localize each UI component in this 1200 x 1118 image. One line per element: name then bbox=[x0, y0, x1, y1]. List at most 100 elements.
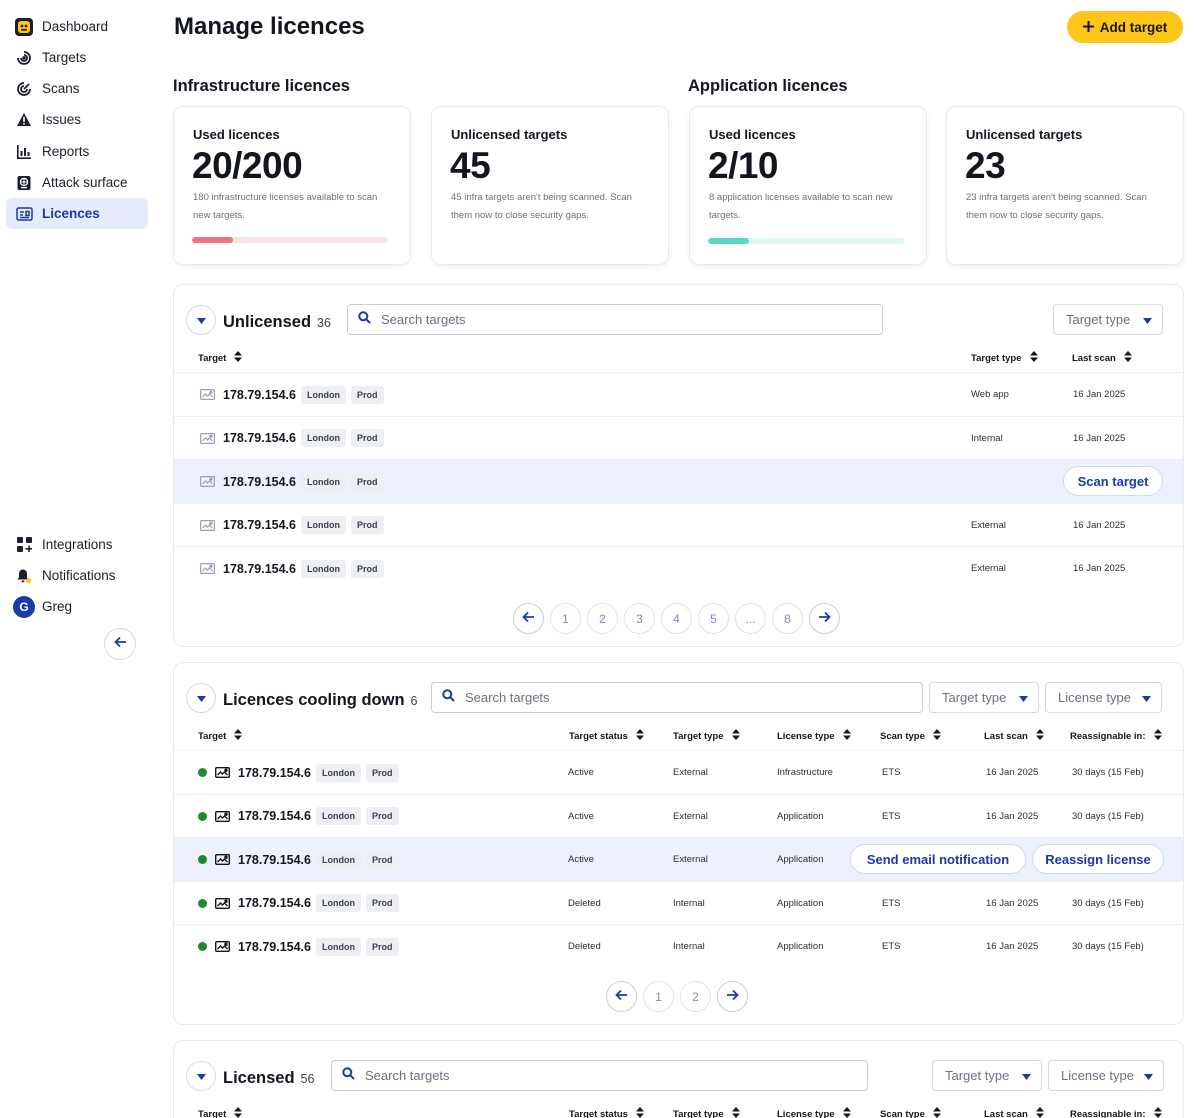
page-button[interactable]: 3 bbox=[624, 603, 655, 634]
page-button[interactable]: 1 bbox=[550, 603, 581, 634]
search-input[interactable] bbox=[381, 312, 781, 327]
reassign-license-button[interactable]: Reassign license bbox=[1032, 844, 1164, 875]
page-button[interactable]: 2 bbox=[680, 981, 711, 1012]
sidebar-item-targets[interactable]: Targets bbox=[6, 42, 148, 73]
page-button[interactable]: 8 bbox=[772, 603, 803, 634]
sidebar-item-notifications[interactable]: Notifications bbox=[6, 560, 148, 591]
column-header-license-type[interactable]: License type bbox=[777, 729, 851, 743]
collapse-toggle-button[interactable] bbox=[186, 305, 216, 335]
search-field[interactable] bbox=[331, 1060, 868, 1091]
sidebar-item-integrations[interactable]: Integrations bbox=[6, 529, 148, 560]
table-row[interactable]: 178.79.154.6 London Prod External 16 Jan 202… bbox=[174, 546, 1183, 590]
dropdown-label: Target type bbox=[1066, 312, 1131, 327]
target-type-dropdown[interactable]: Target type bbox=[932, 1060, 1042, 1091]
column-header-reassignable[interactable]: Reassignable in: bbox=[1070, 729, 1162, 743]
target-ip[interactable]: 178.79.154.6 bbox=[223, 561, 296, 576]
column-header-target-type[interactable]: Target type bbox=[673, 729, 740, 743]
column-header-target-type[interactable]: Target type bbox=[673, 1107, 740, 1118]
target-ip[interactable]: 178.79.154.6 bbox=[238, 939, 311, 954]
column-header-last-scan[interactable]: Last scan bbox=[984, 1107, 1044, 1118]
target-ip[interactable]: 178.79.154.6 bbox=[223, 387, 296, 402]
application-heading: Application licences bbox=[688, 77, 848, 95]
sidebar-item-label: Targets bbox=[42, 50, 87, 65]
target-image-icon bbox=[200, 389, 215, 400]
search-input[interactable] bbox=[465, 690, 865, 705]
column-header-scan-type[interactable]: Scan type bbox=[880, 729, 941, 743]
page-title: Manage licences bbox=[174, 13, 365, 40]
target-type-dropdown[interactable]: Target type bbox=[1053, 304, 1163, 335]
collapse-sidebar-button[interactable] bbox=[104, 628, 136, 660]
column-header-last-scan[interactable]: Last scan bbox=[984, 729, 1044, 743]
last-scan-cell: 16 Jan 2025 bbox=[1073, 432, 1126, 444]
target-ip[interactable]: 178.79.154.6 bbox=[223, 431, 296, 446]
license-type-dropdown[interactable]: License type bbox=[1048, 1060, 1164, 1091]
sidebar-item-licences[interactable]: Licences bbox=[6, 198, 148, 229]
table-row[interactable]: 178.79.154.6 London Prod Active External Appl… bbox=[174, 837, 1183, 882]
target-icon bbox=[6, 50, 42, 66]
add-target-button[interactable]: Add target bbox=[1067, 11, 1183, 43]
column-header-license-type[interactable]: License type bbox=[777, 1107, 851, 1118]
sidebar-item-dashboard[interactable]: Dashboard bbox=[6, 11, 148, 42]
column-header-target-status[interactable]: Target status bbox=[569, 729, 644, 743]
search-field[interactable] bbox=[431, 682, 923, 713]
column-header-scan-type[interactable]: Scan type bbox=[880, 1107, 941, 1118]
target-cell: 178.79.154.6 London Prod bbox=[198, 795, 399, 838]
sidebar-item-issues[interactable]: Issues bbox=[6, 104, 148, 135]
target-type-dropdown[interactable]: Target type bbox=[929, 682, 1039, 713]
license-type-cell: Application bbox=[777, 897, 824, 909]
column-header-target[interactable]: Target bbox=[198, 729, 243, 743]
target-ip[interactable]: 178.79.154.6 bbox=[238, 852, 311, 867]
page-button[interactable]: 1 bbox=[643, 981, 674, 1012]
target-image-icon bbox=[200, 519, 215, 531]
sidebar-item-reports[interactable]: Reports bbox=[6, 136, 148, 167]
license-type-dropdown[interactable]: License type bbox=[1045, 682, 1162, 713]
sidebar: Dashboard Targets Scans Issues Reports A… bbox=[0, 0, 160, 1118]
prev-page-button[interactable] bbox=[513, 603, 544, 634]
table-row[interactable]: 178.79.154.6 London Prod Internal 16 Jan 202… bbox=[174, 415, 1183, 460]
target-cell: 178.79.154.6 London Prod bbox=[198, 838, 399, 881]
next-page-button[interactable] bbox=[717, 981, 748, 1012]
target-ip[interactable]: 178.79.154.6 bbox=[238, 809, 311, 824]
card-description: 8 application licenses available to scan… bbox=[709, 192, 893, 221]
caret-down-icon bbox=[1144, 1068, 1153, 1083]
table-row[interactable]: 178.79.154.6 London Prod Deleted Internal App… bbox=[174, 924, 1183, 968]
table-row[interactable]: 178.79.154.6 London Prod Deleted Internal App… bbox=[174, 880, 1183, 925]
column-header-target-type[interactable]: Target type bbox=[971, 351, 1038, 365]
target-ip[interactable]: 178.79.154.6 bbox=[238, 765, 311, 780]
search-field[interactable] bbox=[347, 304, 883, 335]
sort-icon bbox=[1029, 351, 1038, 365]
target-type-cell: External bbox=[971, 519, 1006, 531]
search-input[interactable] bbox=[365, 1068, 765, 1083]
collapse-toggle-button[interactable] bbox=[186, 1061, 216, 1091]
table-row[interactable]: 178.79.154.6 London Prod Scan target bbox=[174, 459, 1183, 504]
last-scan-cell: 16 Jan 2025 bbox=[986, 897, 1039, 909]
prev-page-button[interactable] bbox=[606, 981, 637, 1012]
table-row[interactable]: 178.79.154.6 London Prod Active External Infr… bbox=[174, 750, 1183, 794]
sidebar-item-scans[interactable]: Scans bbox=[6, 73, 148, 104]
table-row[interactable]: 178.79.154.6 London Prod Active External Appl… bbox=[174, 793, 1183, 838]
column-header-target-status[interactable]: Target status bbox=[569, 1107, 644, 1118]
sort-icon bbox=[234, 1107, 243, 1118]
column-header-target[interactable]: Target bbox=[198, 351, 243, 365]
column-header-reassignable[interactable]: Reassignable in: bbox=[1070, 1107, 1162, 1118]
page-button[interactable]: 2 bbox=[587, 603, 618, 634]
sidebar-item-attack-surface[interactable]: Attack surface bbox=[6, 167, 148, 198]
column-header-last-scan[interactable]: Last scan bbox=[1072, 351, 1132, 365]
card-value: 23 bbox=[965, 145, 1006, 186]
arrow-left-icon bbox=[615, 989, 628, 1004]
target-ip[interactable]: 178.79.154.6 bbox=[238, 896, 311, 911]
card-value: 20/200 bbox=[192, 145, 303, 186]
avatar: G bbox=[13, 595, 35, 618]
send-email-notification-button[interactable]: Send email notification bbox=[850, 844, 1026, 875]
table-row[interactable]: 178.79.154.6 London Prod Web app 16 Jan 2025 bbox=[174, 372, 1183, 416]
collapse-toggle-button[interactable] bbox=[186, 683, 216, 713]
column-header-target[interactable]: Target bbox=[198, 1107, 243, 1118]
target-ip[interactable]: 178.79.154.6 bbox=[223, 474, 296, 489]
table-row[interactable]: 178.79.154.6 London Prod External 16 Jan 202… bbox=[174, 502, 1183, 547]
sidebar-item-user[interactable]: G Greg bbox=[6, 591, 148, 622]
next-page-button[interactable] bbox=[809, 603, 840, 634]
page-button[interactable]: 5 bbox=[698, 603, 729, 634]
page-button[interactable]: 4 bbox=[661, 603, 692, 634]
scan-target-button[interactable]: Scan target bbox=[1063, 466, 1163, 497]
target-ip[interactable]: 178.79.154.6 bbox=[223, 518, 296, 533]
